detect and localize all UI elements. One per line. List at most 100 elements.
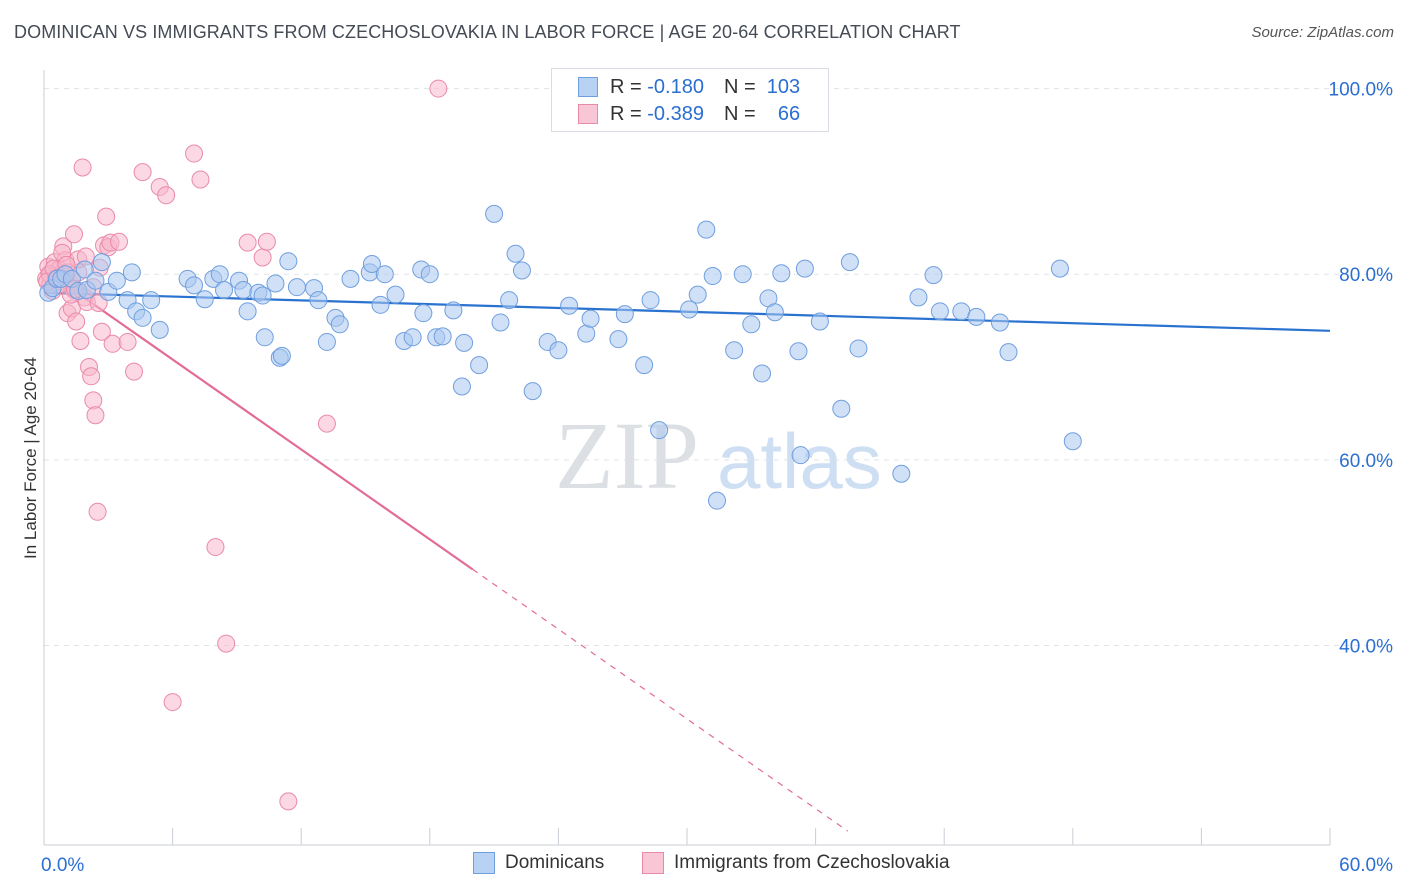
point-dominicans	[444, 301, 463, 320]
point-dominicans	[403, 328, 422, 347]
point-dominicans	[330, 315, 349, 334]
point-dominicans	[581, 309, 600, 328]
point-czechoslovakia	[279, 792, 298, 811]
point-dominicans	[272, 346, 291, 365]
point-dominicans	[414, 304, 433, 323]
point-dominicans	[500, 291, 519, 310]
point-dominicans	[1050, 259, 1069, 278]
point-dominicans	[810, 312, 829, 331]
point-dominicans	[142, 291, 161, 310]
blue-swatch	[473, 852, 495, 874]
point-dominicans	[725, 341, 744, 360]
point-dominicans	[107, 271, 126, 290]
n-label: N =	[723, 102, 756, 125]
legend-item-dominicans: Dominicans	[473, 852, 604, 874]
point-czechoslovakia	[253, 248, 272, 267]
point-dominicans	[635, 356, 654, 375]
point-dominicans	[641, 291, 660, 310]
point-dominicans	[1063, 432, 1082, 451]
x-tick-label: 0.0%	[41, 855, 84, 876]
point-czechoslovakia	[133, 163, 152, 182]
point-czechoslovakia	[217, 634, 236, 653]
point-dominicans	[772, 264, 791, 283]
point-dominicans	[287, 278, 306, 297]
point-czechoslovakia	[163, 693, 182, 712]
axes	[43, 70, 1331, 846]
x-tick-label: 60.0%	[1339, 855, 1393, 876]
point-dominicans	[688, 285, 707, 304]
point-dominicans	[930, 302, 949, 321]
point-czechoslovakia	[206, 538, 225, 557]
point-dominicans	[753, 364, 772, 383]
point-czechoslovakia	[191, 170, 210, 189]
point-czechoslovakia	[71, 332, 90, 351]
tick-labels: 40.0% 60.0% 80.0% 100.0% 0.0% 60.0%	[41, 80, 1393, 876]
point-dominicans	[742, 315, 761, 334]
point-czechoslovakia	[97, 207, 116, 226]
point-dominicans	[849, 339, 868, 358]
legend-label: Immigrants from Czechoslovakia	[674, 852, 950, 873]
point-dominicans	[309, 291, 328, 310]
point-dominicans	[386, 285, 405, 304]
n-label: N =	[723, 75, 756, 98]
source-label: Source: ZipAtlas.com	[1251, 24, 1394, 41]
point-dominicans	[512, 261, 531, 280]
point-dominicans	[650, 421, 669, 440]
point-dominicans	[892, 464, 911, 483]
legend-row-czechoslovakia: R = -0.389 N = 66	[578, 101, 800, 127]
point-dominicans	[967, 307, 986, 326]
point-dominicans	[375, 265, 394, 284]
point-dominicans	[952, 302, 971, 321]
point-dominicans	[795, 259, 814, 278]
point-czechoslovakia	[317, 414, 336, 433]
point-dominicans	[420, 265, 439, 284]
point-czechoslovakia	[103, 334, 122, 353]
point-dominicans	[234, 280, 253, 299]
point-dominicans	[86, 271, 105, 290]
point-czechoslovakia	[67, 312, 86, 331]
data-points	[37, 79, 1082, 811]
legend-item-czechoslovakia: Immigrants from Czechoslovakia	[642, 852, 950, 874]
point-dominicans	[909, 288, 928, 307]
point-dominicans	[733, 265, 752, 284]
point-dominicans	[577, 324, 596, 343]
watermark-zip: ZIP	[555, 402, 699, 509]
point-czechoslovakia	[88, 502, 107, 521]
trendline-czechoslovakia-extension	[472, 568, 849, 832]
y-tick-label: 40.0%	[1339, 636, 1393, 657]
pink-swatch	[642, 852, 664, 874]
y-tick-label: 60.0%	[1339, 451, 1393, 472]
r-value: -0.389	[647, 102, 704, 125]
point-dominicans	[609, 330, 628, 349]
point-dominicans	[708, 491, 727, 510]
legend-label: Dominicans	[505, 852, 605, 873]
point-dominicans	[832, 399, 851, 418]
legend-row-dominicans: R = -0.180 N = 103	[578, 74, 800, 100]
point-dominicans	[470, 356, 489, 375]
r-label: R =	[610, 102, 642, 125]
point-czechoslovakia	[86, 406, 105, 425]
point-dominicans	[433, 327, 452, 346]
r-label: R =	[610, 75, 642, 98]
grid-lines	[44, 88, 1394, 646]
point-czechoslovakia	[65, 225, 84, 244]
point-czechoslovakia	[157, 186, 176, 205]
point-czechoslovakia	[84, 391, 103, 410]
trendline-czechoslovakia	[43, 268, 474, 571]
point-dominicans	[485, 204, 504, 223]
point-czechoslovakia	[257, 232, 276, 251]
point-czechoslovakia	[185, 144, 204, 163]
point-dominicans	[92, 253, 111, 272]
point-dominicans	[491, 313, 510, 332]
point-dominicans	[371, 295, 390, 314]
point-dominicans	[215, 280, 234, 299]
point-dominicans	[279, 252, 298, 271]
point-dominicans	[680, 300, 699, 319]
point-dominicans	[990, 313, 1009, 332]
n-value: 103	[766, 75, 801, 98]
point-dominicans	[255, 328, 274, 347]
point-czechoslovakia	[110, 232, 129, 251]
point-dominicans	[549, 341, 568, 360]
point-dominicans	[341, 269, 360, 288]
